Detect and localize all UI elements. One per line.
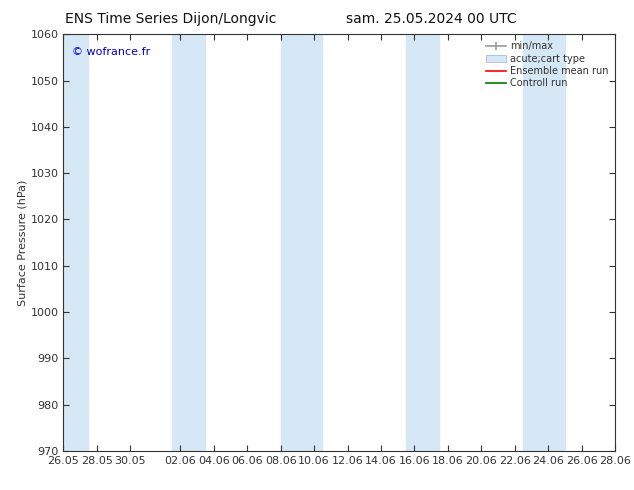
Bar	[523, 34, 565, 451]
Text: ENS Time Series Dijon/Longvic: ENS Time Series Dijon/Longvic	[65, 12, 277, 26]
Bar	[406, 34, 439, 451]
Bar	[172, 34, 205, 451]
Bar	[63, 34, 89, 451]
Bar	[281, 34, 323, 451]
Text: © wofrance.fr: © wofrance.fr	[72, 47, 150, 57]
Legend: min/max, acute;cart type, Ensemble mean run, Controll run: min/max, acute;cart type, Ensemble mean …	[484, 39, 610, 90]
Text: sam. 25.05.2024 00 UTC: sam. 25.05.2024 00 UTC	[346, 12, 517, 26]
Y-axis label: Surface Pressure (hPa): Surface Pressure (hPa)	[18, 179, 28, 306]
